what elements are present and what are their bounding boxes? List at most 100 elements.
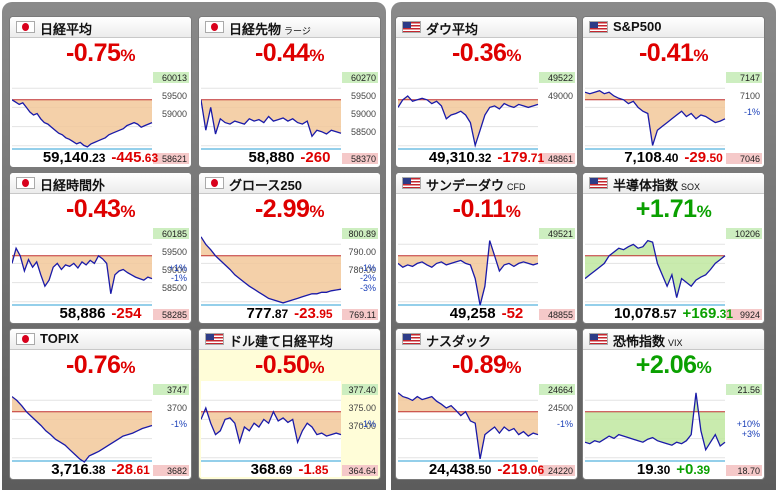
low-label: 18.70 [737,466,760,476]
reference-label: -1% [360,263,376,273]
tile-header: TOPIX [10,329,191,350]
tile-header: ナスダック [396,329,577,350]
change-area [201,236,341,303]
japan-flag-icon [16,177,35,189]
change-percent: -0.89% [451,351,522,379]
low-label: 769.11 [349,310,376,320]
intraday-chart[interactable]: 21.56 +10%+3% 18.70 [585,381,762,477]
index-name[interactable]: 半導体指数 SOX [613,178,701,193]
index-name[interactable]: ダウ平均 [426,22,479,37]
intraday-chart[interactable]: 49522 49000 48861 [398,69,575,165]
index-name[interactable]: ドル建て日経平均 [229,334,334,349]
market-tile[interactable]: 恐怖指数 VIX +2.06% 21.56 +10% +3% 18.70 19.30 +0.39 [582,328,765,480]
axis-tick: 370.00 [348,421,376,431]
axis-tick: 58500 [351,127,376,137]
market-tile[interactable]: ドル建て日経平均 -0.50% 377.40 375.00 370.00 -1% 364.6… [198,328,381,480]
price-line [398,95,539,148]
intraday-chart[interactable]: 800.89 790.00 780.00-1%-2%-3% 769.11 [201,225,378,321]
market-tile[interactable]: 日経先物 ラージ -0.44% 60270 59500 59000 58500 58370 58… [198,16,381,168]
high-label-bg [726,72,762,83]
price-line [12,99,153,148]
japan-flag-icon [205,21,224,33]
high-label-bg [726,228,762,239]
market-tile[interactable]: グロース250 -2.99% 800.89 790.00 780.00 -1% -2% -3%… [198,172,381,324]
usa-flag-icon [402,177,421,189]
reference-label: -1% [171,273,187,283]
reference-label: -1% [360,419,376,429]
tile-header: 恐怖指数 VIX [583,329,764,350]
intraday-chart[interactable]: 60013 59500 59000 58621 [12,69,189,165]
market-tile[interactable]: TOPIX -0.76% 3747 3700 -1% 3682 3,716.38 -28.61 [9,328,192,480]
change-percent: -0.41% [638,39,709,67]
usa-flag-icon [589,21,608,33]
price-change: -260 [300,149,331,166]
market-tile[interactable]: S&P500 -0.41% 7147 7100 -1% 7046 7,108.40 -29.5… [582,16,765,168]
tile-header: サンデーダウ CFD [396,173,577,194]
high-label: 3747 [167,385,187,395]
price-change: -52 [501,305,524,322]
change-percent: -0.44% [254,39,325,67]
index-name[interactable]: グロース250 [229,178,303,193]
high-label: 60013 [162,73,187,83]
market-tile[interactable]: ダウ平均 -0.36% 49522 49000 48861 49,310.32 -179.7… [395,16,578,168]
price-row: 19.30 +0.39 [583,461,764,478]
japan-flag-icon [16,21,35,33]
change-percent: -0.76% [65,351,136,379]
price-row: 24,438.50 -219.06 [396,461,577,478]
price-change: +169.31 [682,305,734,322]
index-name[interactable]: 恐怖指数 VIX [613,334,683,349]
price-change: -1.85 [298,461,329,478]
last-price: 10,078.57 [613,305,677,322]
market-tile[interactable]: サンデーダウ CFD -0.11% 49521 48855 49,258 -52 [395,172,578,324]
index-name[interactable]: サンデーダウ CFD [426,178,526,193]
usa-flag-icon [589,177,608,189]
index-name[interactable]: TOPIX [40,331,79,346]
market-tile[interactable]: 半導体指数 SOX +1.71% 10206 9924 10,078.57 +169.31 [582,172,765,324]
usa-flag-icon [402,333,421,345]
intraday-chart[interactable]: 24664 24500 -1% 24220 [398,381,575,477]
low-label-bg [342,153,378,164]
index-name[interactable]: ナスダック [426,334,492,349]
intraday-chart[interactable]: 49521 48855 [398,225,575,321]
last-price: 59,140.23 [42,149,106,166]
tile-header: 日経時間外 [10,173,191,194]
intraday-chart[interactable]: 3747 3700 -1% 3682 [12,381,189,477]
axis-tick: 59000 [351,109,376,119]
low-label: 58370 [351,154,376,164]
intraday-chart[interactable]: 10206 9924 [585,225,762,321]
tile-header: グロース250 [199,173,380,194]
market-tile[interactable]: 日経平均 -0.75% 60013 59500 59000 58621 59,140.23-… [9,16,192,168]
intraday-chart[interactable]: 60270 59500 59000 58500 58370 [201,69,378,165]
low-label-bg [726,309,762,320]
japan-flag-icon [16,333,35,345]
market-tile[interactable]: 日経時間外 -0.43% 60185 59500 59000 58500 +1% -1% 582… [9,172,192,324]
last-price: 49,310.32 [428,149,492,166]
low-label-bg [153,309,189,320]
price-line [585,392,726,452]
low-label-bg [539,153,575,164]
price-line [12,396,153,463]
intraday-chart[interactable]: 60185 59500 59000 58500 +1%-1% 58285 [12,225,189,321]
high-label-bg [342,384,378,395]
index-name[interactable]: 日経平均 [40,22,93,37]
tile-header: 半導体指数 SOX [583,173,764,194]
axis-tick: 59500 [162,91,187,101]
price-line [585,89,726,146]
market-tile[interactable]: ナスダック -0.89% 24664 24500 -1% 24220 24,438.50 -2… [395,328,578,480]
index-name[interactable]: 日経先物 ラージ [229,22,311,37]
high-label-bg [153,228,189,239]
intraday-chart[interactable]: 7147 7100 -1% 7046 [585,69,762,165]
high-label-bg [342,72,378,83]
index-name[interactable]: S&P500 [613,19,662,34]
price-change: -254 [111,305,142,322]
high-label-bg [153,384,189,395]
low-label-bg [539,309,575,320]
axis-tick: 7100 [740,91,760,101]
low-label-bg [342,465,378,476]
price-row: 59,140.23 -445.63 [10,149,191,166]
price-row: 49,258 -52 [396,305,577,322]
index-suffix: CFD [507,182,526,192]
index-name[interactable]: 日経時間外 [40,178,106,193]
high-label: 377.40 [348,385,376,395]
intraday-chart[interactable]: 377.40 375.00 370.00-1% 364.64 [201,381,378,477]
